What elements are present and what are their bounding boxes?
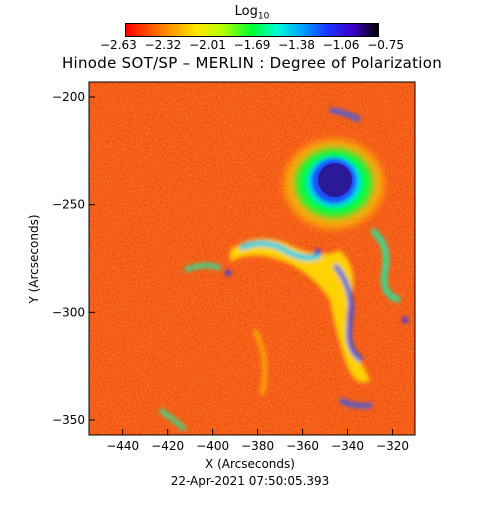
x-tick-label: −320 [376,439,409,453]
x-tick-label: −380 [241,439,274,453]
plot-frame [88,81,416,436]
colorbar-tick-label: −1.06 [322,38,360,52]
x-tick-label: −340 [331,439,364,453]
x-tick-label: −440 [106,439,139,453]
x-axis-label: X (Arcseconds) [205,457,295,471]
y-tick-label: −300 [52,305,85,319]
x-tick-label: −420 [151,439,184,453]
colorbar-tick-label: −0.75 [367,38,404,52]
sunspot [284,139,384,229]
x-axis: −440 −420 −400 −380 −360 −340 −320 [106,429,409,453]
plot-title: Hinode SOT/SP – MERLIN : Degree of Polar… [61,54,443,72]
colorbar-tick-label: −1.38 [278,38,315,52]
y-axis-label: Y (Arcseconds) [27,214,41,304]
observation-timestamp: 22-Apr-2021 07:50:05.393 [170,474,330,488]
colorbar-tick-label: −2.32 [144,38,182,52]
colorbar-tick-label: −2.63 [100,38,137,52]
colorbar-title: Log10 [0,4,504,22]
polarization-map-image [89,82,415,435]
colorbar-tick-labels: −2.63 −2.32 −2.01 −1.69 −1.38 −1.06 −0.75 [100,38,404,52]
colorbar [125,23,379,37]
y-axis: −200 −250 −300 −350 [52,90,95,427]
colorbar-title-text: Log [234,4,258,19]
y-tick-label: −250 [52,198,85,212]
x-tick-label: −400 [196,439,229,453]
x-tick-label: −360 [286,439,319,453]
colorbar-tick-label: −1.69 [233,38,271,52]
field-noise [89,82,415,435]
y-tick-label: −350 [52,413,85,427]
network-features [158,107,408,432]
colorbar-tick-label: −2.01 [189,38,226,52]
colorbar-title-subscript: 10 [257,11,270,22]
y-tick-label: −200 [52,90,85,104]
